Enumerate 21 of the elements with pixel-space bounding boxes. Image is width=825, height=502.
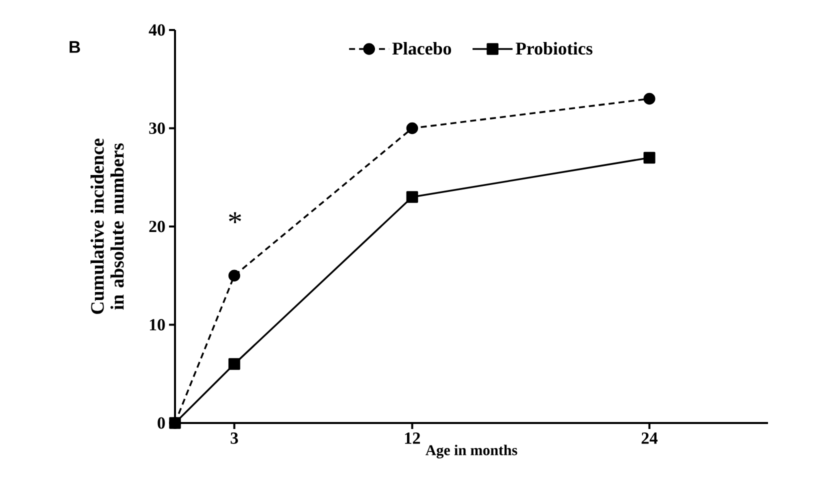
y-tick-label: 20 xyxy=(149,220,165,232)
point xyxy=(406,122,418,134)
x-tick-label: 3 xyxy=(230,432,238,444)
x-tick-label: 12 xyxy=(405,432,420,444)
text: B xyxy=(70,41,80,53)
y-tick-label: 30 xyxy=(149,122,165,134)
point xyxy=(406,191,418,203)
legend-label: Probiotics xyxy=(516,42,592,55)
point xyxy=(644,152,656,164)
point xyxy=(644,92,656,105)
legend-label: Placebo xyxy=(392,42,452,55)
x-tick-label: 24 xyxy=(642,432,658,444)
y-tick-label: 40 xyxy=(148,24,165,36)
x-axis-title: Age in months xyxy=(426,444,518,458)
y-axis-title: Cumulative incidence in absolute numbers xyxy=(90,138,124,314)
y-tick-label: 0 xyxy=(158,417,165,429)
point xyxy=(228,270,240,282)
point xyxy=(228,358,240,370)
y-tick-label: 10 xyxy=(150,319,165,330)
point xyxy=(169,417,181,429)
annotation: * xyxy=(228,212,242,224)
